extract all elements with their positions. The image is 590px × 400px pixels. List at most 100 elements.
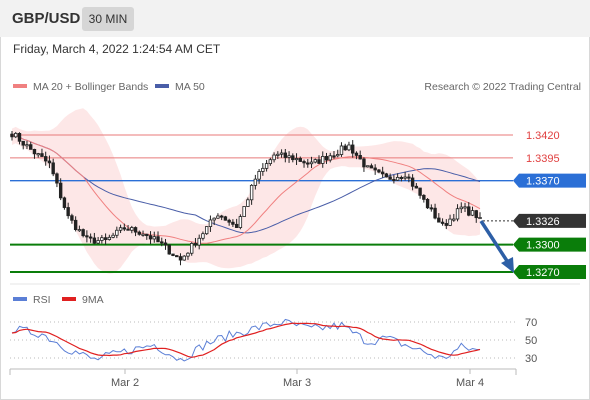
bearish-candle <box>422 194 426 200</box>
bearish-candle <box>163 242 168 246</box>
bullish-candle <box>111 234 115 238</box>
bullish-candle <box>249 184 254 201</box>
bullish-candle <box>264 163 269 169</box>
bearish-candle <box>362 158 366 168</box>
bearish-candle <box>392 178 396 181</box>
current-price-tag <box>513 213 586 228</box>
bearish-candle <box>474 210 478 219</box>
bearish-candle <box>291 155 295 161</box>
rsi-line <box>11 318 481 362</box>
bullish-candle <box>77 229 82 232</box>
bearish-candle <box>380 171 385 175</box>
bullish-candle <box>238 216 243 228</box>
bearish-candle <box>358 155 362 160</box>
bullish-candle <box>25 144 29 147</box>
bullish-candle <box>347 144 351 151</box>
bullish-candle <box>36 153 40 156</box>
bearish-candle <box>55 173 59 184</box>
bearish-candle <box>302 161 306 164</box>
ma20-legend-label: MA 20 + Bollinger Bands <box>33 81 148 93</box>
bullish-candle <box>216 215 220 219</box>
pivot-level-label: 1.3370 <box>526 176 560 188</box>
bearish-candle <box>234 223 239 228</box>
bearish-candle <box>407 176 411 179</box>
support-level-label: 1.3300 <box>526 240 560 252</box>
bullish-candle <box>242 206 246 218</box>
bullish-candle <box>294 158 299 161</box>
bearish-candle <box>10 133 14 138</box>
bullish-candle <box>152 236 156 240</box>
bullish-candle <box>328 155 332 161</box>
pivot-level-tag <box>513 173 586 188</box>
bullish-candle <box>276 153 280 156</box>
bearish-candle <box>43 156 48 162</box>
bullish-candle <box>261 167 265 172</box>
ma50-legend-label: MA 50 <box>175 81 205 93</box>
bearish-candle <box>410 177 415 187</box>
bearish-candle <box>148 235 153 240</box>
bullish-candle <box>186 252 190 257</box>
rsi-ma-line <box>11 322 481 358</box>
support-level-label: 1.3270 <box>526 267 560 279</box>
bearish-candle <box>444 223 449 226</box>
level-labels: 1.3420 1.3395 1.3370 1.3326 1.3300 1.3270 <box>513 130 586 279</box>
bearish-candle <box>440 221 445 224</box>
bearish-candle <box>126 228 130 231</box>
bullish-candle <box>107 236 112 240</box>
bearish-candle <box>167 244 171 255</box>
bullish-candle <box>279 152 284 155</box>
bullish-candle <box>309 161 314 165</box>
bearish-candle <box>178 256 183 261</box>
bearish-candle <box>103 237 108 240</box>
bearish-candle <box>122 227 127 230</box>
bullish-candle <box>448 218 452 226</box>
x-axis-labels: Mar 2 Mar 3 Mar 4 <box>111 369 484 389</box>
bearish-candle <box>32 148 37 155</box>
bullish-candle <box>182 255 186 261</box>
bearish-candle <box>227 219 231 223</box>
timeframe-button[interactable]: 30 MIN <box>82 7 134 31</box>
bearish-candle <box>175 255 179 258</box>
bullish-candle <box>403 176 407 179</box>
chart-header: GBP/USD 30 MIN <box>0 0 590 37</box>
bullish-candle <box>257 171 261 180</box>
bearish-candle <box>171 253 175 256</box>
bearish-candle <box>231 221 235 225</box>
bullish-candle <box>463 206 467 209</box>
bearish-candle <box>429 207 434 210</box>
bullish-candle <box>130 227 134 231</box>
ma20-legend-swatch <box>13 84 27 88</box>
bullish-candle <box>197 237 201 246</box>
bearish-candle <box>66 207 70 217</box>
bearish-candle <box>388 176 392 180</box>
bullish-candle <box>118 227 123 231</box>
bullish-candle <box>212 217 216 221</box>
bearish-candle <box>351 144 355 154</box>
bullish-candle <box>96 240 100 244</box>
bearish-candle <box>332 155 336 158</box>
bearish-candle <box>47 160 52 164</box>
bearish-candle <box>298 158 302 162</box>
bearish-candle <box>373 167 377 171</box>
bullish-candle <box>313 159 317 163</box>
bullish-candle <box>336 154 340 157</box>
bearish-candle <box>62 197 67 208</box>
bearish-candle <box>369 165 374 169</box>
bearish-candle <box>306 162 310 165</box>
bearish-candle <box>73 219 78 230</box>
bearish-candle <box>425 198 430 209</box>
bearish-candle <box>92 237 97 244</box>
bearish-candle <box>137 231 141 235</box>
bullish-candle <box>478 217 482 220</box>
ma50-legend-swatch <box>155 84 169 88</box>
bearish-candle <box>160 241 164 244</box>
bullish-candle <box>321 156 325 164</box>
rsi-level-label: 70 <box>525 317 537 329</box>
symbol-title: GBP/USD <box>12 10 81 27</box>
bullish-candle <box>14 132 18 138</box>
bullish-candle <box>395 176 400 181</box>
support-level-tag <box>513 237 586 252</box>
bearish-candle <box>21 140 25 146</box>
bearish-candle <box>81 229 85 237</box>
